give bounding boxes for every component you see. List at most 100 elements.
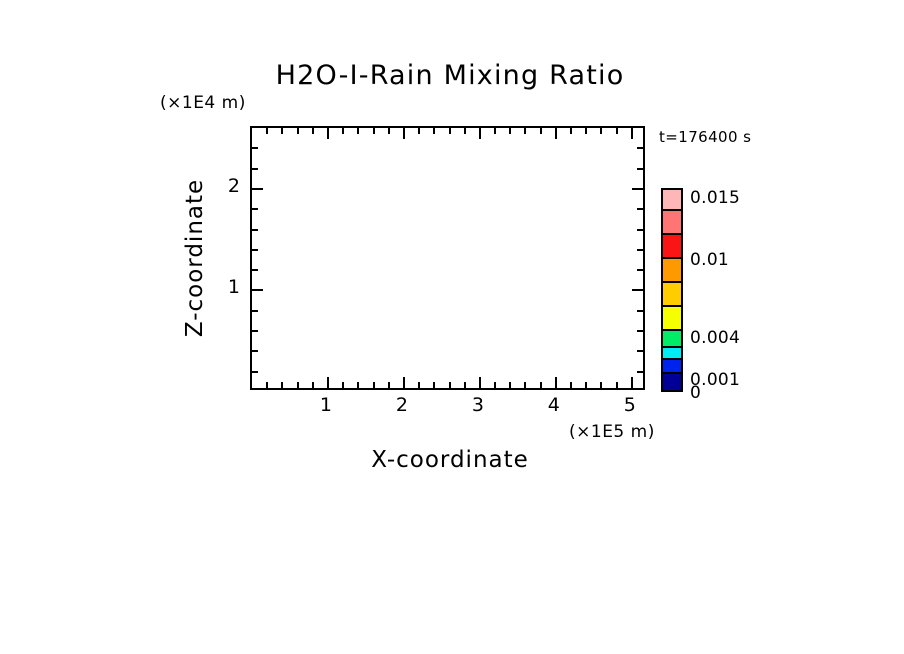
y-tick-right-minor <box>637 269 643 272</box>
y-tick-right-minor <box>637 167 643 170</box>
x-tick-label: 1 <box>319 394 332 416</box>
x-tick-minor <box>418 382 421 388</box>
colorbar-band-separator <box>663 346 681 348</box>
y-tick-right-minor <box>637 370 643 373</box>
x-tick-top-major <box>326 128 329 139</box>
y-tick-minor <box>252 248 258 251</box>
x-tick-top-minor <box>281 128 284 134</box>
x-axis-title: X-coordinate <box>0 447 904 473</box>
x-tick-minor <box>266 382 269 388</box>
x-tick-top-minor <box>387 128 390 134</box>
colorbar-band-gold <box>663 283 681 307</box>
colorbar-tick-label: 0 <box>690 383 702 403</box>
x-tick-top-minor <box>600 128 603 134</box>
colorbar-band-separator <box>663 358 681 360</box>
y-axis-title: Z-coordinate <box>182 178 208 338</box>
x-tick-minor <box>600 382 603 388</box>
x-axis-multiplier-label: (×1E5 m) <box>569 422 655 442</box>
y-tick-right-minor <box>637 147 643 150</box>
x-axis-title-text: X-coordinate <box>371 447 529 473</box>
x-tick-label: 5 <box>623 394 636 416</box>
x-tick-top-major <box>478 128 481 139</box>
x-tick-minor <box>570 382 573 388</box>
colorbar-tick-label: 0.004 <box>690 328 741 348</box>
x-tick-minor <box>463 382 466 388</box>
y-tick-major <box>252 187 263 190</box>
colorbar-band-red <box>663 235 681 259</box>
y-tick-minor <box>252 208 258 211</box>
x-tick-minor <box>509 382 512 388</box>
x-tick-top-minor <box>585 128 588 134</box>
time-stamp-annotation: t=176400 s <box>659 128 752 146</box>
x-tick-label: 4 <box>547 394 560 416</box>
x-tick-top-minor <box>296 128 299 134</box>
x-tick-major <box>630 377 633 388</box>
y-tick-right-minor <box>637 309 643 312</box>
colorbar-band-blue <box>663 360 681 374</box>
colorbar-band-navy <box>663 374 681 390</box>
x-tick-minor <box>281 382 284 388</box>
x-tick-top-minor <box>494 128 497 134</box>
y-tick-minor <box>252 350 258 353</box>
x-tick-label: 3 <box>471 394 484 416</box>
x-tick-minor <box>357 382 360 388</box>
colorbar-band-pink <box>663 190 681 211</box>
y-tick-right-minor <box>637 330 643 333</box>
y-tick-right-major <box>632 289 643 292</box>
x-tick-top-major <box>402 128 405 139</box>
y-tick-right-minor <box>637 248 643 251</box>
x-tick-minor <box>615 382 618 388</box>
colorbar-band-separator <box>663 372 681 374</box>
x-tick-minor <box>296 382 299 388</box>
x-tick-minor <box>311 382 314 388</box>
x-tick-minor <box>387 382 390 388</box>
page-title: H2O-I-Rain Mixing Ratio <box>0 60 904 91</box>
y-tick-minor <box>252 370 258 373</box>
x-tick-major <box>478 377 481 388</box>
y-axis-multiplier-label: (×1E4 m) <box>160 93 246 113</box>
y-tick-minor <box>252 228 258 231</box>
x-tick-top-minor <box>448 128 451 134</box>
y-tick-right-major <box>632 187 643 190</box>
y-tick-right-minor <box>637 208 643 211</box>
data-field-canvas <box>252 128 643 388</box>
colorbar <box>661 188 683 392</box>
x-tick-top-minor <box>570 128 573 134</box>
x-tick-major <box>554 377 557 388</box>
colorbar-tick-label: 0.015 <box>690 188 741 208</box>
x-tick-top-minor <box>463 128 466 134</box>
y-tick-minor <box>252 167 258 170</box>
colorbar-band-green <box>663 331 681 348</box>
x-tick-minor <box>433 382 436 388</box>
colorbar-band-cyan <box>663 348 681 360</box>
x-tick-top-minor <box>357 128 360 134</box>
x-tick-major <box>326 377 329 388</box>
y-tick-minor <box>252 330 258 333</box>
x-tick-top-major <box>630 128 633 139</box>
colorbar-band-yellow <box>663 307 681 331</box>
x-tick-major <box>402 377 405 388</box>
x-tick-minor <box>342 382 345 388</box>
x-tick-minor <box>372 382 375 388</box>
x-tick-top-major <box>554 128 557 139</box>
x-tick-top-minor <box>311 128 314 134</box>
x-tick-top-minor <box>509 128 512 134</box>
x-tick-top-minor <box>266 128 269 134</box>
x-tick-top-minor <box>342 128 345 134</box>
plot-area <box>250 126 645 390</box>
y-tick-label: 2 <box>227 174 240 197</box>
colorbar-tick-label: 0.01 <box>690 250 730 270</box>
x-tick-top-minor <box>539 128 542 134</box>
y-tick-label: 1 <box>227 276 240 299</box>
y-tick-minor <box>252 269 258 272</box>
colorbar-band-separator <box>663 281 681 283</box>
x-tick-minor <box>524 382 527 388</box>
colorbar-band-separator <box>663 209 681 211</box>
colorbar-band-salmon <box>663 211 681 235</box>
colorbar-band-separator <box>663 233 681 235</box>
y-tick-right-minor <box>637 350 643 353</box>
x-tick-top-minor <box>372 128 375 134</box>
x-tick-minor <box>539 382 542 388</box>
x-tick-top-minor <box>433 128 436 134</box>
